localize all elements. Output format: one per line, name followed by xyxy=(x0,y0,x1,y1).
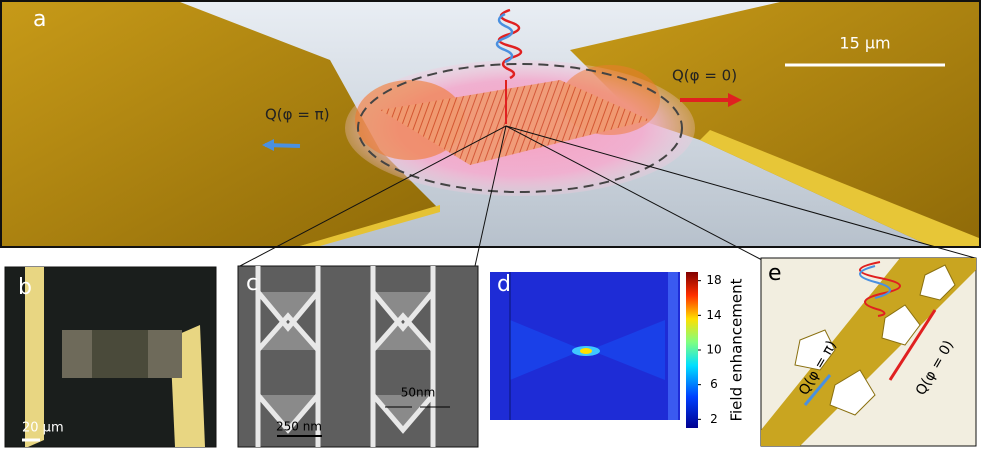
arrow xyxy=(803,374,832,406)
pulse xyxy=(859,265,891,299)
hexagons xyxy=(794,264,956,416)
scale-label: 250 nm xyxy=(276,420,322,434)
arrow-label: Q(φ = π) xyxy=(265,106,330,124)
dashed-ellipse xyxy=(357,63,683,193)
colorbar-tick-label: 14 xyxy=(706,308,721,322)
electrode xyxy=(2,2,440,246)
sem-bowties xyxy=(255,266,436,447)
panel-e: e Q(φ = π) Q(φ = 0) xyxy=(760,257,977,447)
pulse xyxy=(859,261,901,317)
colorbar-tick-label: 6 xyxy=(710,377,718,391)
zoom-lines xyxy=(239,125,976,267)
panel-a: a 15 µm Q(φ = π) Q(φ = 0) xyxy=(0,0,981,248)
field-map xyxy=(590,320,665,380)
antenna-array xyxy=(380,80,650,165)
arrow xyxy=(888,309,937,381)
panel-label: d xyxy=(497,272,511,297)
panel-b: b 20 µm xyxy=(4,266,217,448)
arrow-head xyxy=(728,93,742,107)
panel-label: a xyxy=(33,7,46,32)
device-center xyxy=(92,330,148,378)
panel-d: d 2 6 10 14 18 Field enhancement xyxy=(490,272,746,428)
field-edge xyxy=(668,272,678,420)
panel-label: b xyxy=(18,275,32,300)
panel-label: e xyxy=(768,261,782,286)
colorbar-title: Field enhancement xyxy=(728,278,746,421)
colorbar: 2 6 10 14 18 Field enhancement xyxy=(686,272,746,428)
colorbar-tick-label: 18 xyxy=(706,273,721,287)
colorbar-gradient xyxy=(686,272,698,428)
electrode-edge xyxy=(300,205,440,246)
scale-label: 15 µm xyxy=(839,34,890,53)
panel-label: c xyxy=(246,271,258,296)
electrode xyxy=(25,267,44,447)
colorbar-tick-label: 10 xyxy=(706,343,721,357)
electrode xyxy=(570,2,979,246)
field-map xyxy=(510,320,583,380)
colorbar-tick-label: 2 xyxy=(710,412,718,426)
pulse xyxy=(495,12,514,64)
electrode-strip xyxy=(761,258,976,446)
arrow-label: Q(φ = 0) xyxy=(672,67,737,85)
panel-c: c 50nm 250 nm xyxy=(237,265,479,448)
gap-label: 50nm xyxy=(401,386,436,400)
scale-label: 20 µm xyxy=(22,421,64,436)
hotspot xyxy=(580,348,592,354)
electrode-edge xyxy=(700,130,979,246)
pulse xyxy=(497,8,523,80)
arrow-head xyxy=(262,139,274,151)
